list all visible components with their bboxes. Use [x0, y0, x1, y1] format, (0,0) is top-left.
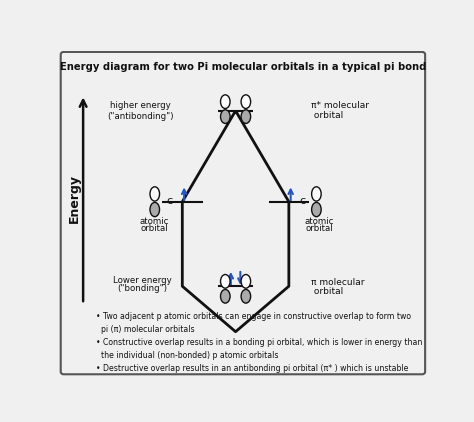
Text: orbital: orbital	[311, 287, 343, 295]
Text: c: c	[166, 196, 173, 206]
Ellipse shape	[150, 187, 160, 201]
Ellipse shape	[311, 187, 321, 201]
Text: higher energy: higher energy	[109, 101, 171, 111]
Ellipse shape	[150, 203, 160, 216]
FancyBboxPatch shape	[61, 52, 425, 374]
Ellipse shape	[220, 275, 230, 288]
Text: orbital: orbital	[311, 111, 343, 120]
Text: atomic: atomic	[139, 217, 169, 226]
Ellipse shape	[241, 110, 251, 123]
Text: ("bonding"): ("bonding")	[117, 284, 167, 293]
Text: c: c	[300, 196, 306, 206]
Ellipse shape	[241, 95, 251, 108]
Text: atomic: atomic	[305, 217, 334, 226]
Text: ("antibonding"): ("antibonding")	[107, 112, 173, 121]
Ellipse shape	[220, 289, 230, 303]
Ellipse shape	[241, 275, 251, 288]
Text: orbital: orbital	[306, 224, 333, 233]
Text: orbital: orbital	[140, 224, 168, 233]
Ellipse shape	[220, 95, 230, 108]
Text: π* molecular: π* molecular	[311, 101, 369, 111]
Text: • Two adjacent p atomic orbitals can engage in constructive overlap to form two
: • Two adjacent p atomic orbitals can eng…	[96, 312, 422, 373]
Text: Energy diagram for two Pi molecular orbitals in a typical pi bond: Energy diagram for two Pi molecular orbi…	[60, 62, 426, 72]
Ellipse shape	[241, 289, 251, 303]
Text: Energy: Energy	[68, 174, 81, 223]
Ellipse shape	[311, 203, 321, 216]
Text: π molecular: π molecular	[311, 278, 365, 287]
Text: Lower energy: Lower energy	[112, 276, 171, 285]
Ellipse shape	[220, 110, 230, 123]
